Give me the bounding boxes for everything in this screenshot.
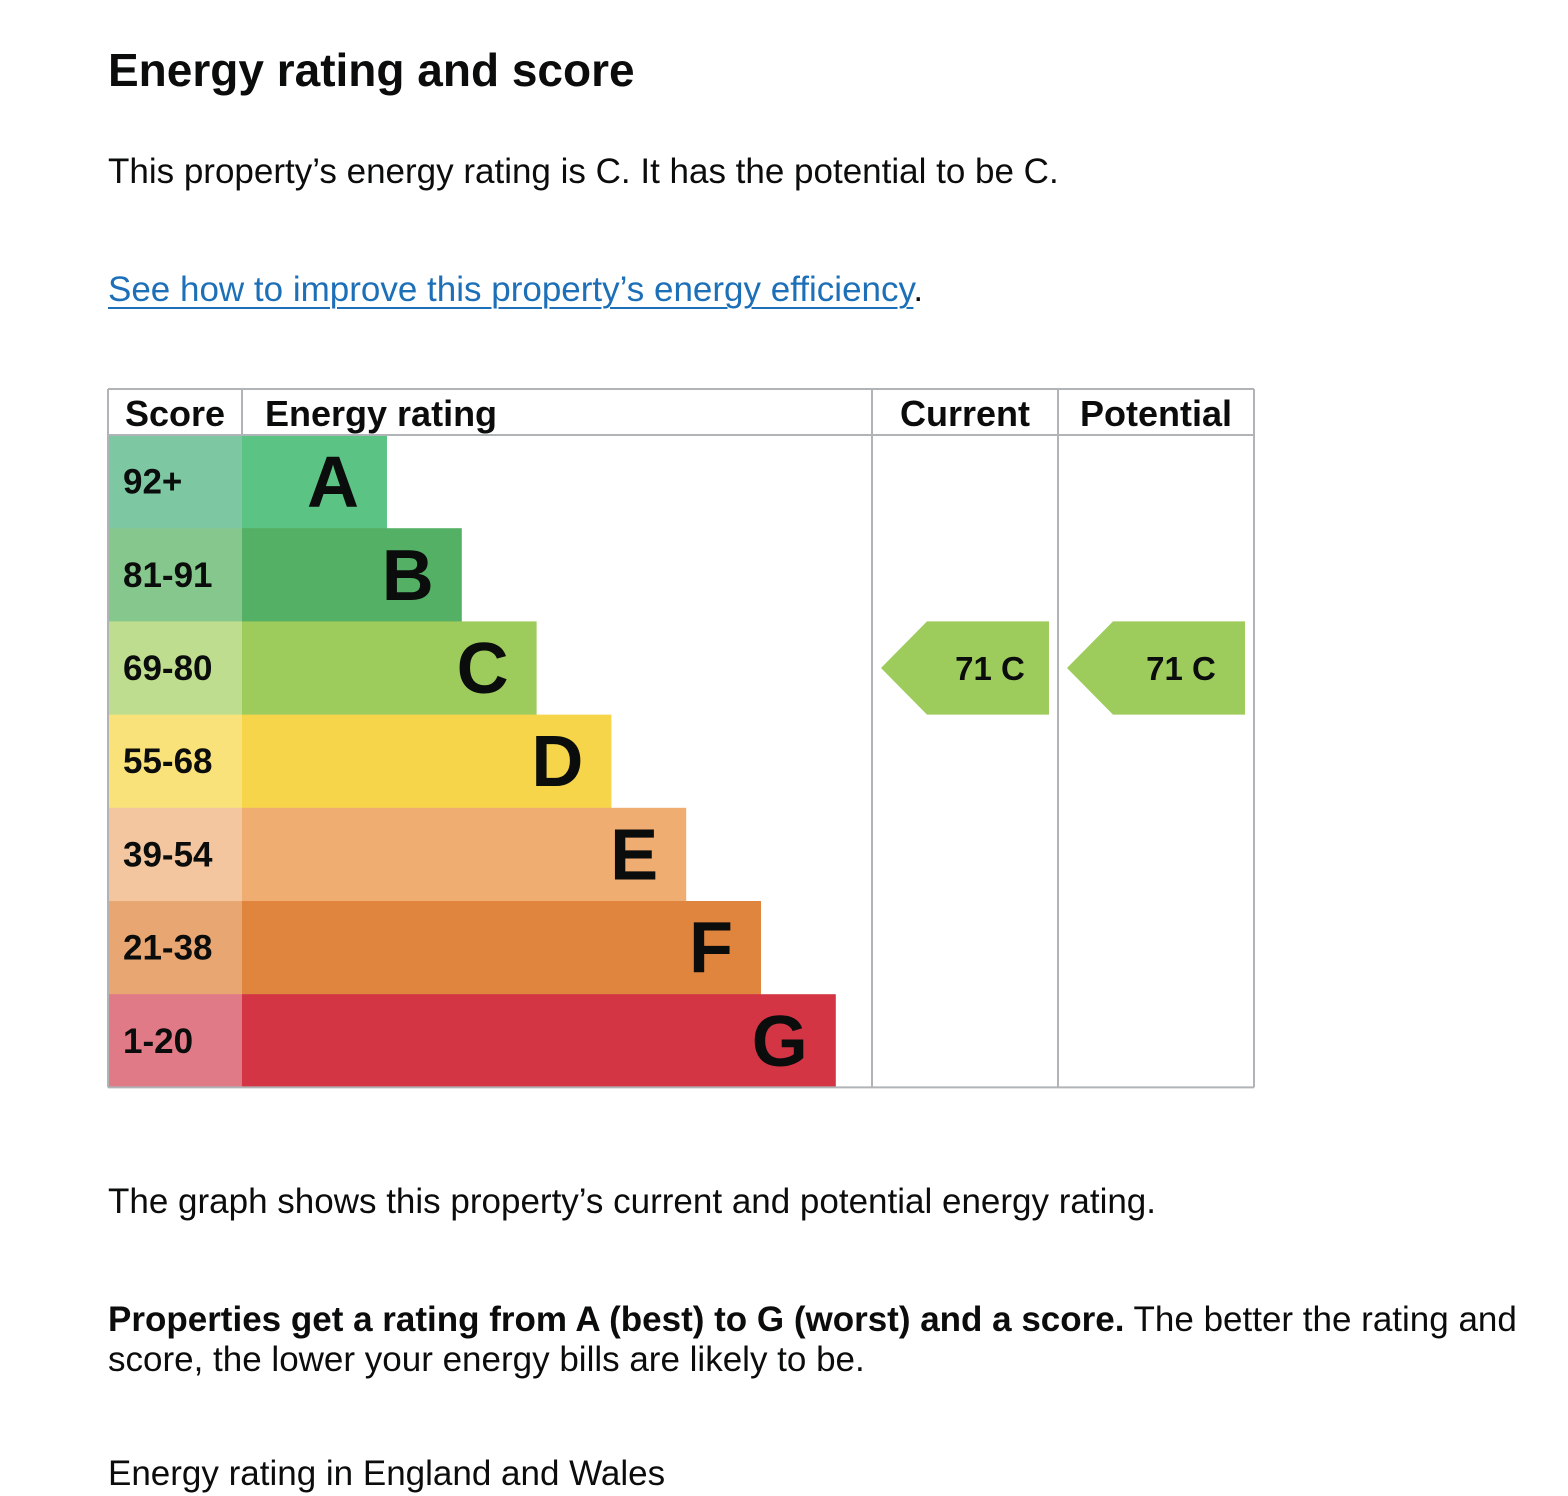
score-range-f: 21-38	[123, 929, 213, 968]
energy-rating-graph: 92+ A 81-91 B 69-80 C 55-68 D 39-54 E 21-38 F 1-20 G …	[107, 388, 1255, 1089]
rating-summary: This property’s energy rating is C. It h…	[108, 152, 1059, 191]
score-cell-g	[108, 994, 242, 1088]
rating-bar-g	[242, 994, 836, 1088]
page-title: Energy rating and score	[108, 44, 635, 96]
score-cell-e	[108, 807, 242, 902]
rating-letter-b: B	[382, 536, 434, 616]
score-cell-c	[108, 621, 242, 716]
marker-layer: 71 C 71 C	[881, 621, 1245, 715]
rating-bar-e	[242, 807, 687, 902]
rating-letter-g: G	[752, 1002, 808, 1082]
rating-bar-f	[242, 901, 761, 995]
potential-rating-arrow	[1067, 621, 1245, 715]
score-range-a: 92+	[123, 463, 182, 502]
improve-link-suffix: .	[913, 270, 924, 309]
band-layer: 92+ A 81-91 B 69-80 C 55-68 D 39-54 E 21-38 F 1-20 G	[108, 435, 836, 1088]
potential-column-header: Potential	[1080, 393, 1232, 434]
graph-caption: The graph shows this property’s current …	[108, 1182, 1157, 1221]
rating-letter-a: A	[307, 443, 359, 523]
improve-efficiency-link[interactable]: See how to improve this property’s energ…	[108, 270, 914, 309]
energy-rating-column-header: Energy rating	[265, 393, 497, 434]
header-layer: Score Energy rating Current Potential	[125, 393, 1232, 434]
energy-rating-england-wales-heading: Energy rating in England and Wales	[108, 1454, 666, 1493]
score-range-e: 39-54	[123, 835, 213, 874]
rating-bar-b	[242, 528, 462, 622]
current-rating-arrow	[881, 621, 1049, 715]
score-cell-a	[108, 435, 242, 529]
rating-explainer-bold: Properties get a rating from A (best) to…	[108, 1300, 1125, 1339]
rating-explainer: Properties get a rating from A (best) to…	[108, 1300, 1548, 1380]
rating-letter-e: E	[610, 815, 658, 895]
score-range-c: 69-80	[123, 649, 213, 688]
score-range-g: 1-20	[123, 1022, 193, 1061]
rating-bar-c	[242, 621, 537, 716]
score-column-header: Score	[125, 393, 225, 434]
potential-rating-label: 71 C	[1146, 650, 1216, 687]
energy-rating-chart: 92+ A81-91 B69-80 C55-68 D39-54 E21-38 F1-20 G …	[107, 388, 1255, 1089]
score-cell-b	[108, 528, 242, 622]
improve-paragraph: See how to improve this property’s energ…	[108, 268, 923, 312]
rating-explainer-text: The better the rating and score, the low…	[108, 1300, 1517, 1379]
grid-layer	[107, 388, 1255, 1089]
current-column-header: Current	[900, 393, 1030, 434]
rating-bar-d	[242, 714, 612, 809]
rating-letter-d: D	[531, 722, 583, 802]
score-cell-f	[108, 901, 242, 995]
score-range-b: 81-91	[123, 556, 213, 595]
score-cell-d	[108, 714, 242, 809]
current-rating-label: 71 C	[955, 650, 1025, 687]
score-range-d: 55-68	[123, 742, 213, 781]
rating-bar-a	[242, 435, 387, 529]
rating-letter-f: F	[689, 909, 733, 989]
rating-letter-c: C	[457, 629, 509, 709]
